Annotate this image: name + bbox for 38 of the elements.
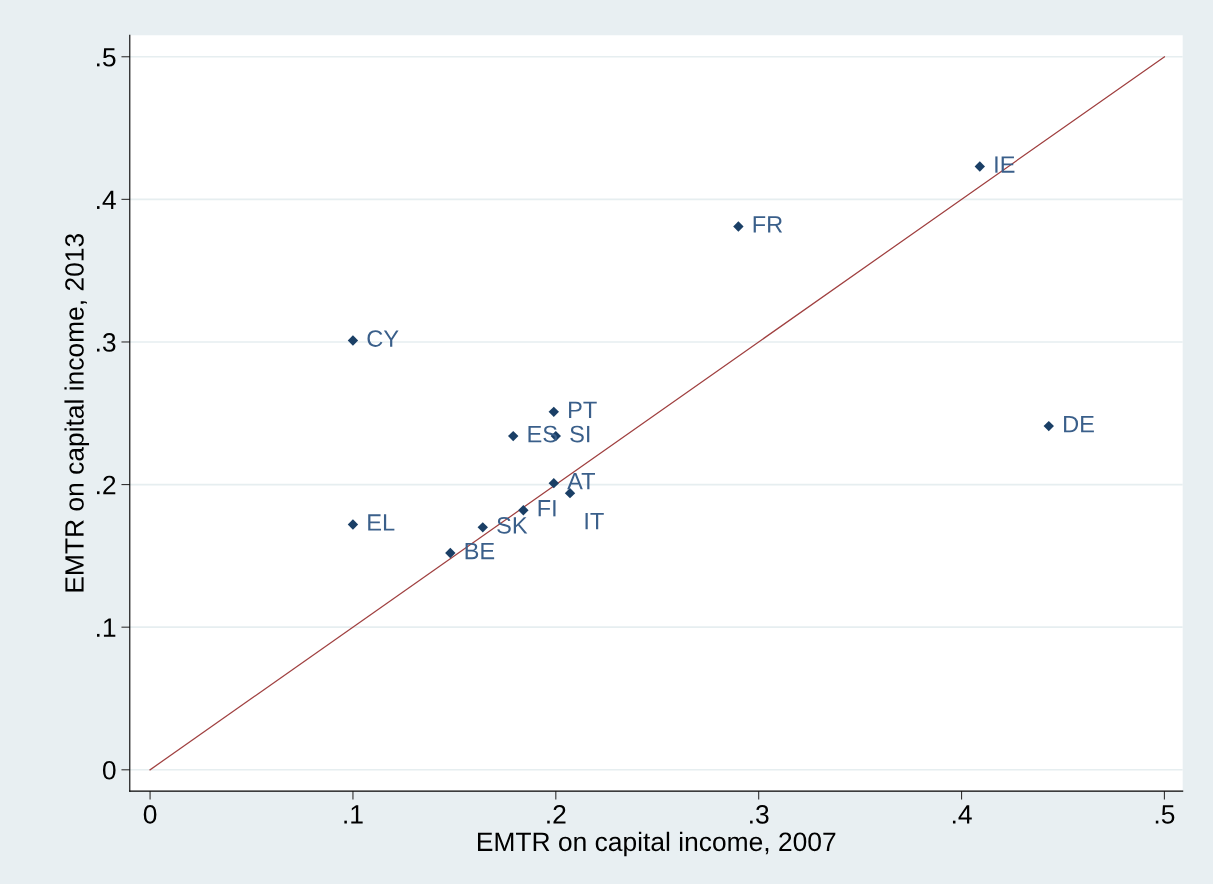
annotation: CY [367,330,399,347]
x-axis-title: EMTR on capital income, 2007 [478,831,836,857]
x-tick-label: .1 [344,805,363,824]
annotation: FR [753,216,783,233]
annotation: ES [528,425,557,443]
annotation: EL [368,514,395,531]
annotation: FI [538,500,556,517]
y-tick-label: .4 [97,190,116,209]
point [347,519,359,530]
point [548,406,559,418]
y-tick-label: .3 [97,333,116,352]
point [477,522,488,533]
annotation: AT [567,473,596,490]
annotation: BE [465,542,495,560]
annotation: IE [995,156,1015,173]
point [974,161,985,172]
y-tick-label: .5 [97,48,116,67]
y-tick-label: .1 [97,618,116,637]
point [548,477,559,489]
y-tick-label: 0 [102,760,116,780]
point [508,430,519,442]
y-tick-label: .2 [97,475,116,495]
point [445,547,456,559]
point [733,221,744,232]
point [1043,420,1054,432]
point [518,505,529,516]
x-tick-label: .2 [547,805,566,824]
x-tick-label: .3 [750,805,769,824]
point [347,335,359,346]
annotation: PT [569,401,597,418]
annotation: SK [497,516,528,534]
annotation: SI [570,425,590,443]
y-axis-title: EMTR on capital income, 2013 [64,234,90,592]
x-tick-label: 0 [143,805,157,824]
x-tick-label: .4 [952,805,972,824]
annotation: DE [1064,415,1094,433]
annotation: IT [585,512,604,530]
x-tick-label: .5 [1155,805,1175,824]
